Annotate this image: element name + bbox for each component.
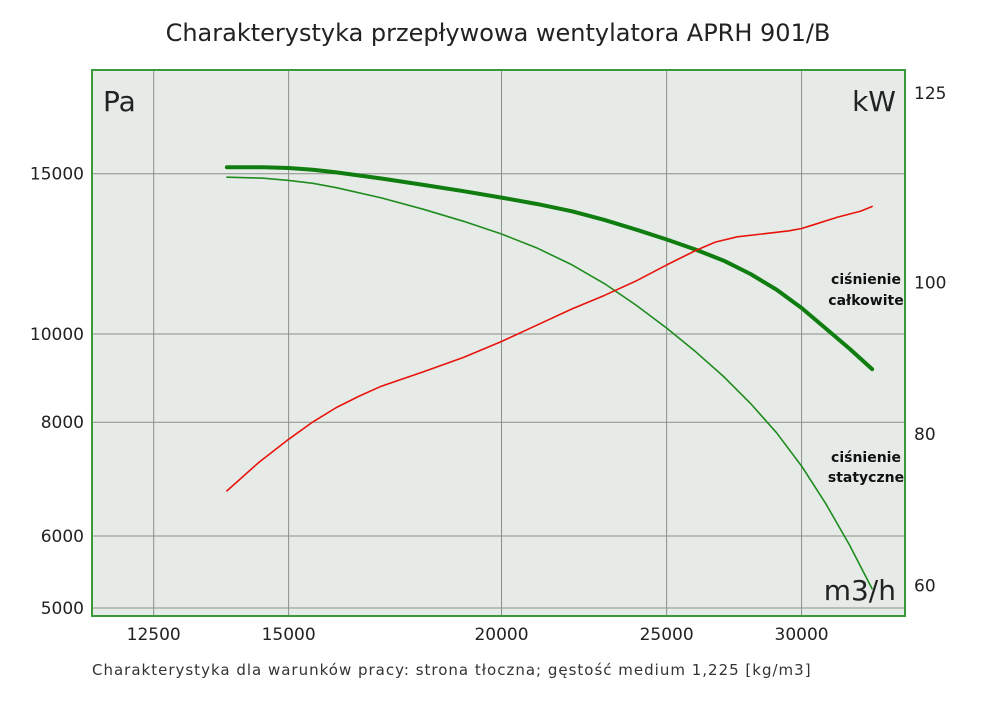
series-label-static-line1: ciśnienie [831,450,901,466]
y-left-tick-label: 15000 [30,165,84,185]
x-axis-unit: m3/h [824,574,896,607]
series-label-static-line2: statyczne [828,470,904,486]
y-right-tick-label: 60 [914,577,936,597]
footnote: Charakterystyka dla warunków pracy: stro… [92,661,812,679]
x-tick-label: 12500 [127,625,181,645]
series-line-ciśnienie-statyczne [226,176,873,590]
x-tick-label: 15000 [262,625,316,645]
chart-title: Charakterystyka przepływowa wentylatora … [166,19,831,47]
y-left-tick-label: 8000 [41,413,84,433]
y-right-tick-label: 100 [914,273,946,293]
tick-labels: 12500 15000 20000 25000 30000 5000 6000 8000 100… [30,84,947,645]
series-line-moc [226,205,873,492]
y-left-tick-label: 10000 [30,325,84,345]
plot-frame [91,69,906,617]
grid [92,70,905,616]
y-right-tick-label: 125 [914,84,946,104]
series-label-total-line2: całkowite [828,293,903,309]
x-tick-label: 30000 [775,625,829,645]
series-line-ciśnienie-całkowite [224,165,875,372]
left-axis-unit: Pa [103,85,136,118]
right-axis-unit: kW [852,85,896,118]
series-lines [224,165,875,590]
y-left-tick-label: 5000 [41,599,84,619]
series-label-total-line1: ciśnienie [831,272,901,288]
x-tick-label: 25000 [640,625,694,645]
x-tick-label: 20000 [474,625,528,645]
y-left-tick-label: 6000 [41,527,84,547]
y-right-tick-label: 80 [914,425,936,445]
